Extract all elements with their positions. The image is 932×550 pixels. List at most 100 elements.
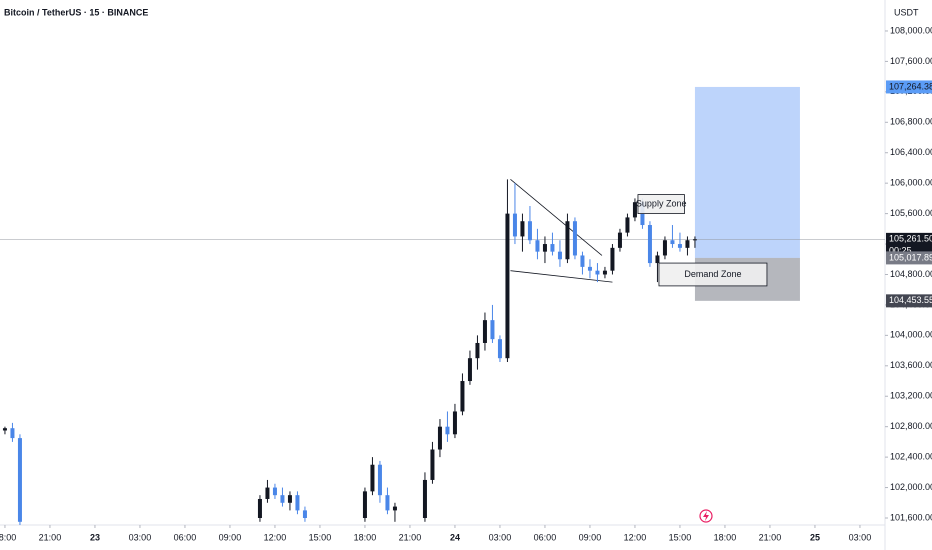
y-tick-label: 102,000.00 xyxy=(890,482,932,492)
candle-body xyxy=(362,491,367,518)
y-tick-label: 105,600.00 xyxy=(890,208,932,218)
candle-body xyxy=(595,270,600,275)
y-tick-label: 104,800.00 xyxy=(890,269,932,279)
x-tick-label: 18:00 xyxy=(714,532,737,542)
candle-body xyxy=(385,495,390,511)
price-label-bg xyxy=(886,294,932,308)
candle-body xyxy=(460,381,465,412)
x-tick-label: 06:00 xyxy=(534,532,557,542)
plot-area: Supply Zone Demand Zone xyxy=(0,86,885,525)
x-tick-label: 21:00 xyxy=(399,532,422,542)
x-tick-label: 15:00 xyxy=(669,532,692,542)
x-tick-label: 21:00 xyxy=(759,532,782,542)
candle-body xyxy=(625,217,630,233)
x-tick-label: 12:00 xyxy=(264,532,287,542)
candle-body xyxy=(617,232,622,248)
candle-body xyxy=(422,479,427,518)
candle-body xyxy=(2,428,7,431)
candle-body xyxy=(542,244,547,252)
candle-body xyxy=(302,510,307,518)
y-tick-label: 102,400.00 xyxy=(890,451,932,461)
axis-unit: USDT xyxy=(894,7,919,17)
candle-body xyxy=(587,266,592,271)
candle-body xyxy=(572,221,577,256)
profit-zone xyxy=(694,86,800,258)
price-label-bg xyxy=(886,80,932,94)
x-tick-label: 23 xyxy=(90,532,100,542)
x-tick-label: 03:00 xyxy=(849,532,872,542)
candle-body xyxy=(272,487,277,496)
candle-body xyxy=(512,213,517,237)
x-tick-label: 15:00 xyxy=(309,532,332,542)
candle-body xyxy=(677,244,682,248)
candle-body xyxy=(505,213,510,359)
x-tick-label: 09:00 xyxy=(219,532,242,542)
price-label-bg xyxy=(886,251,932,265)
candle-body xyxy=(467,358,472,382)
candle-body xyxy=(527,221,532,241)
y-tick-label: 104,000.00 xyxy=(890,330,932,340)
alert-icon[interactable] xyxy=(699,509,713,523)
x-tick-label: 03:00 xyxy=(489,532,512,542)
trendline xyxy=(510,179,603,256)
y-tick-label: 102,800.00 xyxy=(890,421,932,431)
candle-body xyxy=(565,221,570,260)
y-tick-label: 103,600.00 xyxy=(890,360,932,370)
zone-label: Demand Zone xyxy=(684,269,741,279)
x-tick-label: 18:00 xyxy=(0,532,16,542)
candle-body xyxy=(445,426,450,435)
candle-body xyxy=(670,240,675,245)
candle-body xyxy=(662,240,667,256)
candle-body xyxy=(685,240,690,248)
zone-box xyxy=(658,262,768,287)
candle-body xyxy=(535,240,540,252)
price-timer: 00:25 xyxy=(889,246,912,256)
x-tick-label: 12:00 xyxy=(624,532,647,542)
candle-body xyxy=(655,255,660,264)
candle-body xyxy=(632,202,637,218)
candle-body xyxy=(265,487,270,499)
price-label: 104,453.55 xyxy=(889,295,932,305)
x-tick-label: 18:00 xyxy=(354,532,377,542)
candle-body xyxy=(490,320,495,340)
candle-body xyxy=(430,449,435,480)
y-tick-label: 108,000.00 xyxy=(890,25,932,35)
candle-body xyxy=(602,270,607,275)
candle-body xyxy=(580,255,585,267)
y-tick-label: 101,600.00 xyxy=(890,512,932,522)
x-tick-label: 06:00 xyxy=(174,532,197,542)
candle-body xyxy=(437,426,442,450)
candle-body xyxy=(392,506,397,511)
candle-body xyxy=(377,464,382,496)
y-tick-label: 107,600.00 xyxy=(890,56,932,66)
candle-body xyxy=(692,239,697,241)
candle-body xyxy=(482,320,487,343)
candle-body xyxy=(647,225,652,264)
y-tick-label: 106,800.00 xyxy=(890,117,932,127)
zone-label: Supply Zone xyxy=(636,198,687,208)
candle-body xyxy=(17,438,22,522)
price-label: 107,264.38 xyxy=(889,81,932,91)
candle-body xyxy=(295,495,300,511)
candle-body xyxy=(475,342,480,359)
x-tick-label: 03:00 xyxy=(129,532,152,542)
candle-body xyxy=(280,495,285,503)
candle-body xyxy=(452,411,457,435)
candle-body xyxy=(287,495,292,503)
candle-body xyxy=(550,244,555,252)
candle-body xyxy=(610,247,615,271)
y-tick-label: 103,200.00 xyxy=(890,391,932,401)
candle-body xyxy=(370,464,375,492)
trendline xyxy=(510,270,613,283)
candle-body xyxy=(557,251,562,260)
x-tick-label: 25 xyxy=(810,532,820,542)
candle-body xyxy=(257,498,262,518)
x-tick-label: 24 xyxy=(450,532,460,542)
x-tick-label: 09:00 xyxy=(579,532,602,542)
candle-body xyxy=(520,221,525,237)
chart-title: Bitcoin / TetherUS · 15 · BINANCE xyxy=(4,7,148,17)
price-label: 105,017.89 xyxy=(889,252,932,262)
candle-body xyxy=(497,339,502,359)
candle-body xyxy=(10,428,15,439)
